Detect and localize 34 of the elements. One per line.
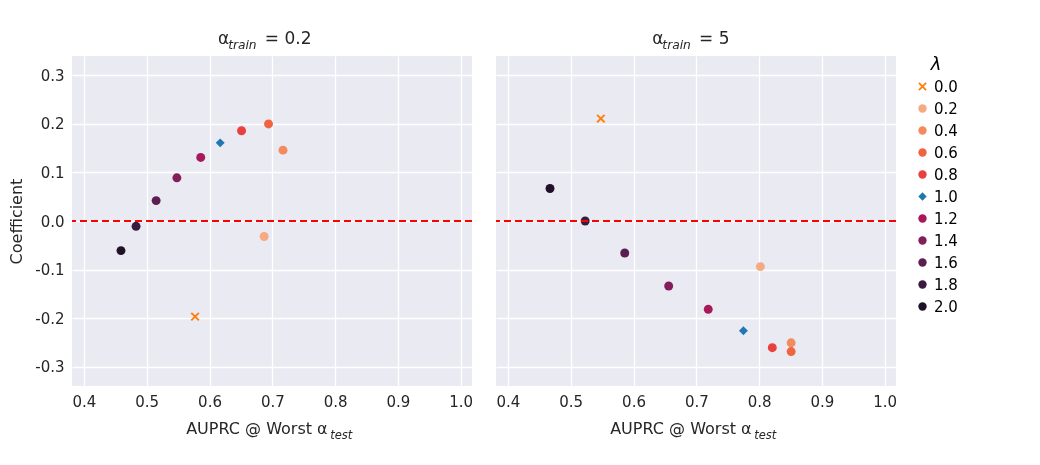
y-tick-label: -0.3 bbox=[35, 358, 65, 377]
y-tick-label: 0.1 bbox=[40, 163, 65, 182]
legend-label: 0.2 bbox=[934, 99, 958, 118]
x-tick-label: 0.4 bbox=[496, 392, 521, 411]
y-tick-label: -0.2 bbox=[35, 309, 65, 328]
legend-title: λ bbox=[929, 53, 942, 74]
y-axis-title: Coefficient bbox=[7, 178, 27, 265]
legend-label: 1.8 bbox=[934, 275, 958, 294]
legend-label: 0.0 bbox=[934, 77, 958, 96]
x-tick-label: 0.5 bbox=[559, 392, 584, 411]
y-tick-label: -0.1 bbox=[35, 261, 65, 280]
x-tick-label: 0.4 bbox=[72, 392, 97, 411]
x-tick-label: 0.8 bbox=[747, 392, 772, 411]
legend-label: 1.2 bbox=[934, 209, 958, 228]
x-tick-label: 0.5 bbox=[135, 392, 160, 411]
x-tick-label: 1.0 bbox=[873, 392, 898, 411]
x-tick-label: 0.8 bbox=[323, 392, 348, 411]
x-tick-label: 0.9 bbox=[810, 392, 835, 411]
legend-label: 0.8 bbox=[934, 165, 958, 184]
x-tick-label: 0.6 bbox=[622, 392, 646, 411]
legend-label: 0.6 bbox=[934, 143, 958, 162]
x-tick-label: 0.9 bbox=[386, 392, 411, 411]
y-tick-label: 0.0 bbox=[40, 212, 65, 231]
y-tick-label: 0.3 bbox=[40, 66, 65, 85]
legend-label: 1.6 bbox=[934, 253, 958, 272]
y-tick-label: 0.2 bbox=[40, 115, 65, 134]
legend-label: 2.0 bbox=[934, 297, 958, 316]
x-tick-label: 0.7 bbox=[684, 392, 709, 411]
x-tick-label: 0.6 bbox=[198, 392, 222, 411]
legend-label: 1.0 bbox=[934, 187, 958, 206]
legend-label: 0.4 bbox=[934, 121, 958, 140]
legend-label: 1.4 bbox=[934, 231, 958, 250]
x-tick-label: 0.7 bbox=[260, 392, 285, 411]
x-tick-label: 1.0 bbox=[449, 392, 474, 411]
